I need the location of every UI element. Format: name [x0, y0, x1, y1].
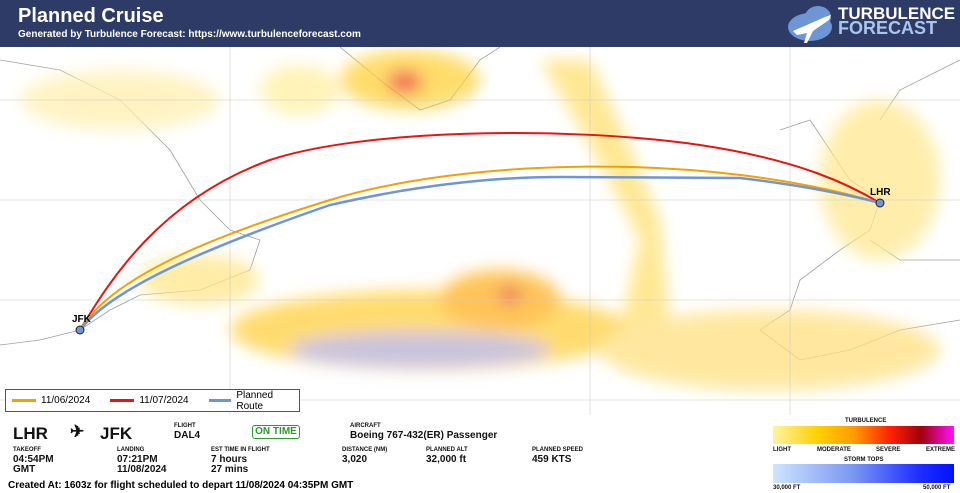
logo-text: TURBULENCE FORECAST	[838, 4, 956, 38]
legend-item-planned: Planned Route	[208, 390, 299, 412]
storm-color-bar	[773, 464, 954, 483]
speed-value: 459 KTS	[532, 454, 572, 465]
est-mins: 27 mins	[211, 464, 249, 475]
turb-moderate: MODERATE	[817, 447, 851, 453]
takeoff-tz: GMT	[13, 464, 36, 475]
lhr-label: LHR	[870, 187, 891, 198]
est-label: EST TIME IN FLIGHT	[211, 447, 270, 453]
flight-number: DAL4	[174, 430, 201, 441]
legend-item-11-06: 11/06/2024	[12, 395, 90, 406]
created-at: Created At: 1603z for flight scheduled t…	[8, 480, 354, 491]
route-legend: 11/06/2024 11/07/2024 Planned Route	[5, 389, 300, 412]
route-11-06-2024	[79, 165, 881, 331]
storm-legend-title: STORM TOPS	[844, 457, 884, 463]
turb-light: LIGHT	[773, 447, 791, 453]
est-hours: 7 hours	[211, 454, 248, 465]
turbulence-overlay	[20, 50, 940, 390]
flight-label: FLIGHT	[174, 423, 196, 429]
origin-code: LHR	[13, 424, 48, 443]
distance-value: 3,020	[342, 454, 368, 465]
storm-max: 50,000 FT	[923, 485, 951, 491]
distance-label: DISTANCE (NM)	[342, 447, 388, 453]
jfk-label: JFK	[72, 314, 92, 325]
alt-value: 32,000 ft	[426, 454, 467, 465]
turbulence-color-bar	[773, 426, 954, 444]
status-badge: ON TIME	[252, 425, 300, 439]
jfk-marker[interactable]	[75, 325, 85, 335]
lhr-marker[interactable]	[875, 198, 885, 208]
turb-extreme: EXTREME	[926, 447, 956, 453]
aircraft-label: AIRCRAFT	[350, 423, 381, 429]
planned-route	[79, 175, 881, 331]
page-title: Planned Cruise	[18, 5, 164, 27]
logo-cloud-plane-icon	[788, 6, 832, 43]
aircraft-value: Boeing 767-432(ER) Passenger	[350, 430, 498, 441]
route-11-07-2024	[79, 132, 881, 331]
takeoff-label: TAKEOFF	[13, 447, 41, 453]
alt-label: PLANNED ALT	[426, 447, 468, 453]
destination-code: JFK	[100, 424, 133, 443]
header: Planned Cruise Generated by Turbulence F…	[0, 0, 960, 47]
page-subtitle: Generated by Turbulence Forecast: https:…	[18, 29, 361, 40]
landing-time: 07:21PM	[117, 454, 158, 465]
turbulence-legend-title: TURBULENCE	[845, 418, 887, 424]
takeoff-time: 04:54PM	[13, 454, 54, 465]
turbulence-map[interactable]: LHR JFK	[0, 47, 960, 415]
legend-item-11-07: 11/07/2024	[110, 395, 189, 406]
airplane-icon: ✈	[70, 422, 85, 441]
graticule	[0, 47, 960, 415]
landing-label: LANDING	[117, 447, 145, 453]
turb-severe: SEVERE	[876, 447, 901, 453]
storm-min: 30,000 FT	[773, 485, 801, 491]
landing-date: 11/08/2024	[117, 464, 167, 475]
speed-label: PLANNED SPEED	[532, 447, 584, 453]
